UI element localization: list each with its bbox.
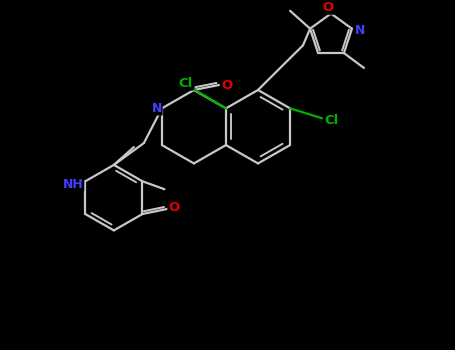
Text: Cl: Cl — [324, 114, 338, 127]
Text: NH: NH — [63, 178, 84, 191]
Text: O: O — [323, 1, 334, 14]
Text: N: N — [355, 24, 365, 37]
Text: N: N — [152, 102, 162, 115]
Text: Cl: Cl — [179, 77, 193, 90]
Text: O: O — [221, 78, 233, 91]
Text: O: O — [169, 201, 180, 214]
